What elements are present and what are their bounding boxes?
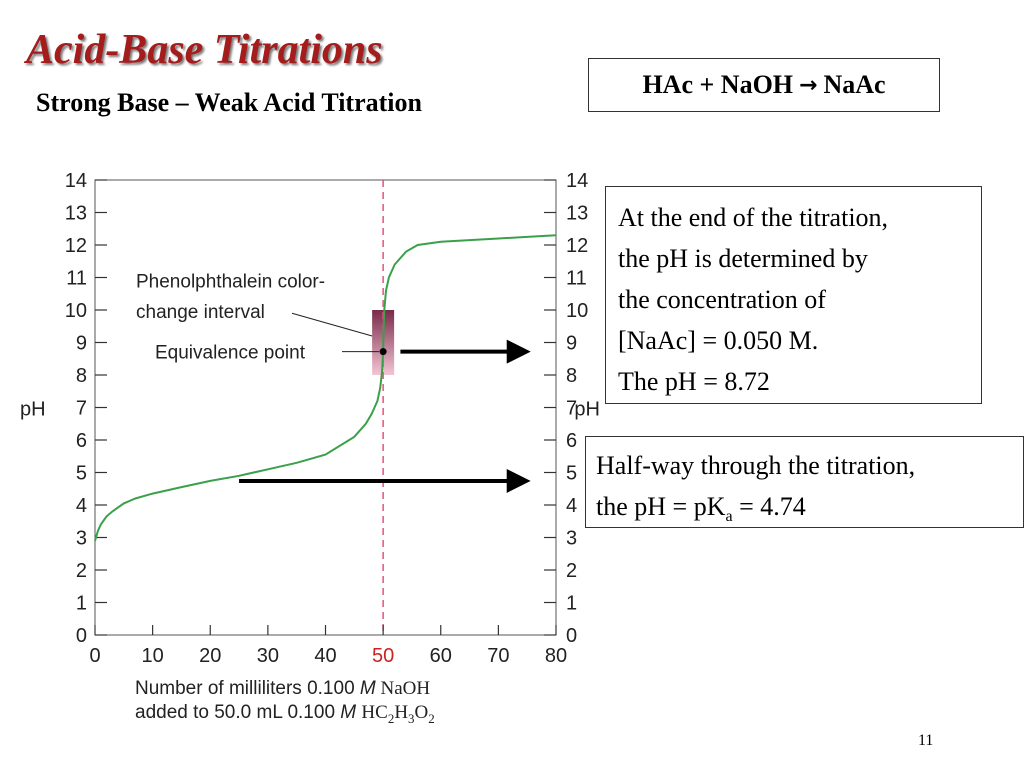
y-axis-label-right: pH: [574, 399, 600, 421]
y-tick-label-right: 7: [566, 398, 577, 420]
y-tick-label-right: 2: [566, 560, 577, 582]
x-axis-label-line2: added to 50.0 mL 0.100 M HC2H3O2: [135, 702, 435, 726]
y-tick-label-right: 8: [566, 365, 577, 387]
x-label-text: added to 50.0 mL 0.100: [135, 702, 340, 723]
y-tick-label-left: 3: [76, 528, 87, 550]
half-note-suffix: = 4.74: [732, 492, 806, 521]
y-tick-label-right: 4: [566, 495, 577, 517]
x-tick-label: 50: [372, 645, 394, 667]
reaction-equation-box: HAc + NaOH → NaAc: [588, 58, 940, 112]
y-tick-label-left: 10: [65, 300, 87, 322]
phenolphthalein-label: Phenolphthalein color-: [136, 272, 325, 293]
y-tick-label-right: 13: [566, 203, 588, 225]
formula-part: HC: [361, 702, 387, 723]
x-tick-label: 60: [430, 645, 452, 667]
y-tick-label-right: 6: [566, 430, 577, 452]
y-tick-label-right: 9: [566, 333, 577, 355]
half-note-line: the pH = pKa = 4.74: [596, 486, 1015, 537]
y-tick-label-right: 10: [566, 300, 588, 322]
formula-part: 2: [428, 711, 435, 726]
x-label-naoh: NaOH: [376, 678, 431, 699]
y-tick-label-left: 4: [76, 495, 87, 517]
equation-reactants: HAc + NaOH: [642, 70, 794, 99]
formula-part: H: [394, 702, 408, 723]
phenolphthalein-label: change interval: [136, 302, 265, 323]
x-tick-label: 30: [257, 645, 279, 667]
y-tick-label-right: 11: [566, 268, 587, 290]
y-tick-label-left: 13: [65, 203, 87, 225]
half-note-prefix: the pH = pK: [596, 492, 726, 521]
y-tick-label-left: 14: [65, 170, 87, 192]
end-note-line: The pH = 8.72: [618, 367, 770, 396]
slide-number: 11: [918, 732, 934, 749]
end-note-line: At the end of the titration,: [618, 203, 889, 232]
right-arrow-icon: →: [799, 72, 818, 98]
y-tick-label-right: 14: [566, 170, 588, 192]
y-tick-label-left: 11: [66, 268, 87, 290]
titration-curve: [94, 234, 557, 542]
y-tick-label-left: 2: [76, 560, 87, 582]
y-tick-label-left: 7: [76, 398, 87, 420]
x-label-molarity: M: [360, 678, 376, 699]
formula-part: 2: [388, 711, 395, 726]
x-label-text: Number of milliliters 0.100: [135, 678, 360, 699]
y-tick-label-right: 3: [566, 528, 577, 550]
formula-part: 3: [408, 711, 415, 726]
end-note-line: [NaAc] = 0.050 M.: [618, 326, 819, 355]
y-tick-label-left: 6: [76, 430, 87, 452]
half-way-note: Half-way through the titration, the pH =…: [585, 436, 1024, 528]
y-tick-label-right: 0: [566, 625, 577, 647]
half-note-line: Half-way through the titration,: [596, 451, 916, 480]
x-label-molarity: M: [340, 702, 356, 723]
x-tick-label: 80: [545, 645, 567, 667]
y-tick-label-left: 1: [76, 593, 87, 615]
equivalence-point-marker: [379, 348, 387, 356]
plot-frame: [94, 179, 557, 636]
y-tick-label-right: 12: [566, 235, 588, 257]
x-tick-label: 0: [89, 645, 100, 667]
y-tick-label-right: 5: [566, 463, 577, 485]
x-axis-label-line1: Number of milliliters 0.100 M NaOH: [135, 678, 430, 699]
slide-title: Acid-Base Titrations: [26, 27, 383, 73]
phenolphthalein-leader-line: [291, 312, 373, 337]
y-axis-label: pH: [20, 399, 46, 421]
x-tick-label: 70: [487, 645, 509, 667]
y-tick-label-left: 9: [76, 333, 87, 355]
y-tick-label-left: 12: [65, 235, 87, 257]
end-note-line: the concentration of: [618, 285, 826, 314]
end-titration-note: At the end of the titration, the pH is d…: [605, 186, 982, 404]
x-tick-label: 10: [142, 645, 164, 667]
y-tick-label-left: 0: [76, 625, 87, 647]
y-tick-label-left: 5: [76, 463, 87, 485]
slide-subtitle: Strong Base – Weak Acid Titration: [36, 88, 422, 117]
half-note-subscript: a: [725, 508, 733, 526]
equation-product: NaAc: [823, 70, 886, 99]
formula-part: O: [415, 702, 429, 723]
y-tick-label-left: 8: [76, 365, 87, 387]
x-tick-label: 20: [199, 645, 221, 667]
x-tick-label: 40: [314, 645, 336, 667]
end-note-line: the pH is determined by: [618, 244, 868, 273]
y-tick-label-right: 1: [566, 593, 577, 615]
equivalence-point-label: Equivalence point: [155, 343, 306, 364]
